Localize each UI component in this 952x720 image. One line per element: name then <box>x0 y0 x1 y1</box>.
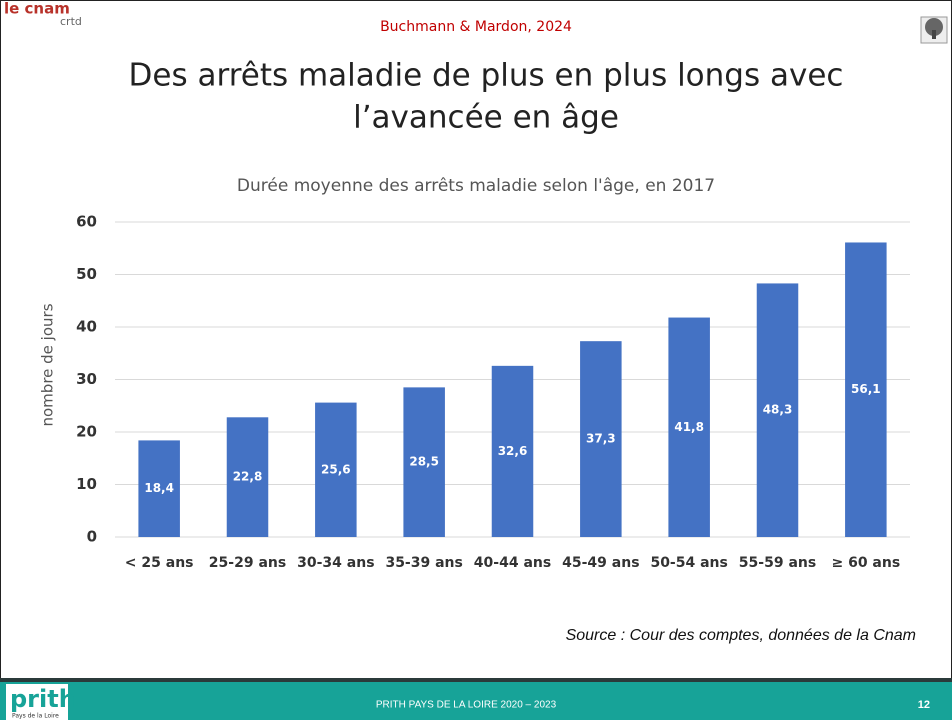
prith-logo-sub: Pays de la Loire <box>12 713 59 720</box>
page-number: 12 <box>918 699 930 711</box>
y-tick-label: 30 <box>76 370 97 388</box>
bar <box>756 283 799 537</box>
value-label: 22,8 <box>233 470 263 484</box>
prith-logo-box <box>6 684 68 720</box>
source: Source : Cour des comptes, données de la… <box>566 627 916 644</box>
bar <box>491 365 534 537</box>
value-label: 48,3 <box>763 403 793 417</box>
y-tick-label: 10 <box>76 475 97 493</box>
x-tick-label: 35-39 ans <box>385 555 462 571</box>
x-tick-label: 30-34 ans <box>297 555 374 571</box>
x-tick-label: 55-59 ans <box>739 555 816 571</box>
slide-title: Des arrêts maladie de plus en plus longs… <box>129 58 844 94</box>
x-tick-label: 40-44 ans <box>474 555 551 571</box>
slide-title: l’avancée en âge <box>353 100 619 136</box>
footer-line <box>0 678 952 682</box>
value-label: 18,4 <box>144 481 174 495</box>
footer-text: PRITH PAYS DE LA LOIRE 2020 – 2023 <box>376 700 557 711</box>
y-tick-label: 0 <box>87 528 97 546</box>
value-label: 25,6 <box>321 462 351 476</box>
prith-logo: prith <box>10 685 76 713</box>
x-tick-label: 45-49 ans <box>562 555 639 571</box>
chart-title: Durée moyenne des arrêts maladie selon l… <box>237 176 715 196</box>
y-tick-label: 20 <box>76 423 97 441</box>
plot: 0 10 20 30 40 50 60 < 25 ans 18,4 25-29 ans 22,8 30… <box>76 213 910 571</box>
y-axis-title: nombre de jours <box>39 303 57 426</box>
bar <box>315 402 357 537</box>
y-tick-label: 60 <box>76 213 97 231</box>
cnam-logo-sub: crtd <box>60 15 82 28</box>
value-label: 56,1 <box>851 382 881 396</box>
x-tick-label: < 25 ans <box>125 555 194 571</box>
value-label: 37,3 <box>586 432 616 446</box>
value-label: 41,8 <box>674 420 704 434</box>
y-tick-label: 40 <box>76 318 97 336</box>
x-tick-label: 25-29 ans <box>209 555 286 571</box>
bar <box>138 440 180 537</box>
bar <box>668 317 710 537</box>
bar <box>845 242 887 537</box>
credit: Buchmann & Mardon, 2024 <box>380 19 572 35</box>
creapt-icon <box>920 16 948 44</box>
cnam-logo: le cnam <box>4 0 70 18</box>
bar <box>403 387 445 537</box>
x-tick-label: ≥ 60 ans <box>831 555 900 571</box>
value-label: 28,5 <box>409 455 439 469</box>
value-label: 32,6 <box>498 444 528 458</box>
y-tick-label: 50 <box>76 265 97 283</box>
bar <box>226 417 269 537</box>
footer-bar <box>0 682 952 720</box>
x-tick-label: 50-54 ans <box>650 555 727 571</box>
bar <box>580 341 622 537</box>
